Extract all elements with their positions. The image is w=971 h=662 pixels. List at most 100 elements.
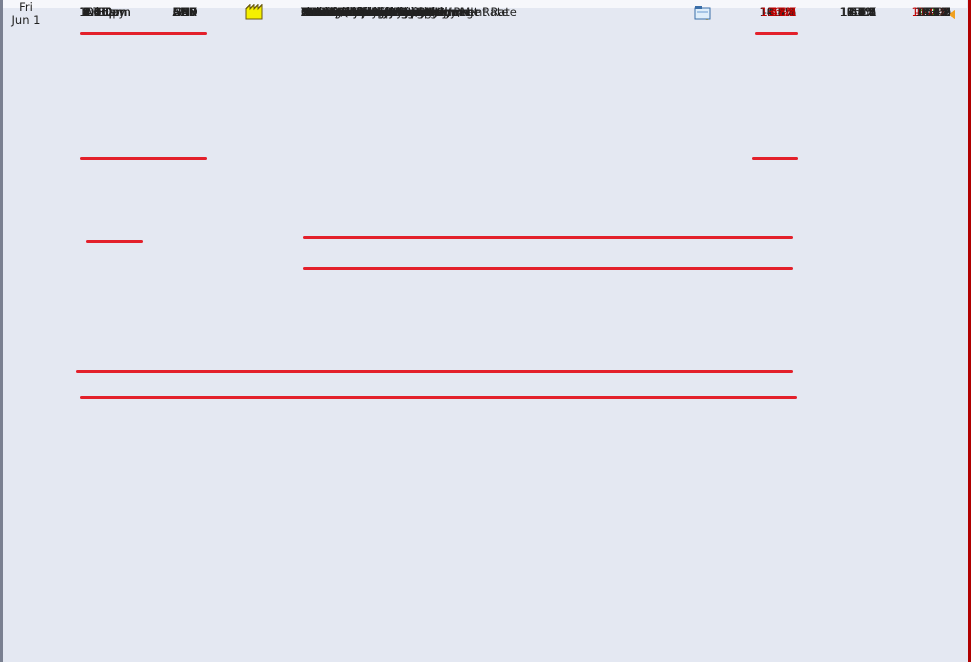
- currency: CAD: [172, 5, 198, 19]
- previous: -5.0%: [914, 5, 948, 19]
- previous: 77K: [925, 5, 948, 19]
- forecast: 45.0: [850, 5, 876, 19]
- actual: 45.4: [770, 5, 796, 19]
- forecast: 14.4M: [840, 5, 876, 19]
- event-title: Manufacturing PMI: [301, 5, 409, 19]
- time: 1:10pm: [82, 5, 128, 19]
- actual: 45.9: [770, 5, 796, 19]
- previous: 0.2%: [921, 5, 951, 19]
- time: All Day: [84, 5, 126, 19]
- forecast: 0.4%: [846, 5, 876, 19]
- event-title: Manufacturing PMI: [301, 5, 409, 19]
- underline: [752, 157, 798, 160]
- actual: 69K: [773, 5, 796, 19]
- time: 4:00am: [82, 5, 128, 19]
- currency: NZD: [172, 5, 198, 19]
- forecast: 52.1: [850, 5, 876, 19]
- time: 4:00am: [82, 5, 128, 19]
- event-title: ISM Manufacturing PMI: [301, 5, 433, 19]
- forecast: 49.7: [850, 5, 876, 19]
- time: 8:30am: [82, 5, 128, 19]
- previous: 61.0: [925, 5, 951, 19]
- currency: USD: [172, 5, 198, 19]
- previous: 14.4M: [915, 5, 951, 19]
- actual: 54.0: [770, 5, 796, 19]
- currency: AUD: [172, 5, 198, 19]
- previous: 0.1%: [918, 5, 948, 19]
- underline: [303, 236, 793, 239]
- forecast: 8.1%: [846, 5, 876, 19]
- event-title: GDP m/m: [301, 5, 356, 19]
- currency: CNY: [173, 5, 197, 19]
- underline: [86, 240, 143, 243]
- forecast: 0.4%: [846, 5, 876, 19]
- detail-icon[interactable]: [694, 5, 712, 24]
- underline: [80, 396, 797, 399]
- event-title: Italian Manufacturing PMI: [301, 5, 448, 19]
- currency: EUR: [173, 5, 197, 19]
- currency: EUR: [173, 5, 197, 19]
- event-title: ANZ Commodity Prices m/m: [301, 5, 463, 19]
- actual: 8.2%: [766, 5, 796, 19]
- event-title: Personal Income m/m: [301, 5, 426, 19]
- currency: USD: [172, 5, 198, 19]
- previous: -4.5%: [917, 5, 951, 19]
- previous: 9.1%: [921, 5, 951, 19]
- actual: 0.1%: [766, 5, 796, 19]
- previous: -0.2%: [917, 5, 951, 19]
- previous: 4.7%: [918, 5, 948, 19]
- underline: [303, 267, 793, 270]
- actual: 53.5: [770, 5, 796, 19]
- forecast: 54.0: [850, 5, 876, 19]
- forecast: 9.9%: [846, 5, 876, 19]
- actual: 0.1%: [766, 5, 796, 19]
- event-title: Average Hourly Earnings m/m: [301, 5, 474, 19]
- actual: 9.8%: [766, 5, 796, 19]
- currency: USD: [172, 5, 198, 19]
- event-title: Italian Quarterly Unemployment Rate: [301, 5, 517, 19]
- forecast: 46.7: [850, 5, 876, 19]
- currency: USD: [172, 5, 198, 19]
- time: 9:00am: [82, 5, 128, 19]
- event-title: Core PCE Price Index m/m: [301, 5, 451, 19]
- event-title: Total Vehicle Sales: [301, 5, 407, 19]
- currency: USD: [172, 5, 198, 19]
- event-title: Non-Farm Employment Change: [301, 5, 481, 19]
- time: 9:00pm: [82, 5, 128, 19]
- time: 9:00pm: [82, 5, 128, 19]
- underline: [76, 370, 793, 373]
- time: 10:30pm: [79, 5, 131, 19]
- event-title: Final Manufacturing PMI: [301, 5, 439, 19]
- event-title: Unemployment Rate: [301, 5, 420, 19]
- underline: [80, 157, 207, 160]
- event-title: Final Manufacturing PMI: [301, 5, 439, 19]
- currency: USD: [172, 5, 198, 19]
- underline: [755, 32, 798, 35]
- previous: 48.7: [925, 5, 951, 19]
- actual: 0.1%: [766, 5, 796, 19]
- currency: CNY: [173, 5, 197, 19]
- actual: -9.9%: [762, 5, 796, 19]
- forecast: 0.4%: [846, 5, 876, 19]
- forecast: 3.6%: [846, 5, 876, 19]
- actual: 0.1%: [766, 5, 796, 19]
- actual: 50.4: [770, 5, 796, 19]
- previous: 11.0%: [911, 5, 948, 19]
- time: 3:30am: [82, 5, 128, 19]
- date: Jun 1: [11, 13, 41, 27]
- event-title: Commodity Prices y/y: [301, 5, 427, 19]
- currency: EUR: [173, 5, 197, 19]
- forecast: 11.0%: [839, 5, 876, 19]
- time: 3:45am: [82, 5, 128, 19]
- currency: USD: [172, 5, 198, 19]
- time: 4:00am: [82, 5, 128, 19]
- actual: 44.8: [770, 5, 796, 19]
- underline: [80, 32, 207, 35]
- day: Fri: [19, 0, 33, 14]
- forecast: 43.5: [850, 5, 876, 19]
- previous: 50.2: [922, 5, 948, 19]
- currency: USD: [172, 5, 198, 19]
- event-title: HSBC Final Manufacturing PMI: [301, 5, 474, 19]
- forecast: 0.2%: [846, 5, 876, 19]
- event-title: Construction Spending m/m: [301, 5, 462, 19]
